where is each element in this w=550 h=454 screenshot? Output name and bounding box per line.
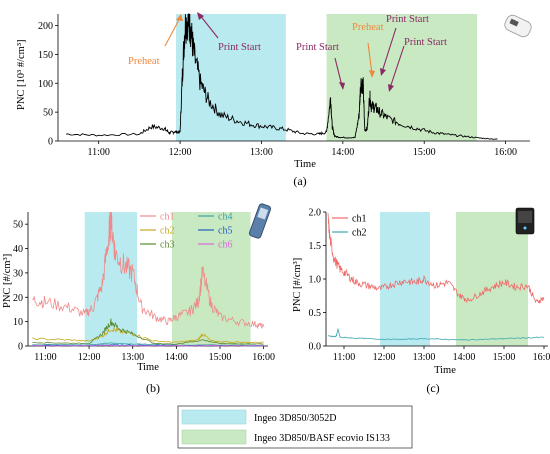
legend-label-ch4: ch4 <box>218 212 232 223</box>
x-tick-label: 11:00 <box>87 147 109 158</box>
band-c-0 <box>380 212 430 346</box>
y-tick-label: 1.0 <box>309 275 322 286</box>
y-axis-label-a: PNC [10³ #/cm³] <box>16 40 27 110</box>
band-a-1 <box>326 14 478 141</box>
legend-label-ch6: ch6 <box>218 240 232 251</box>
y-tick-label: 1.5 <box>309 241 322 252</box>
x-tick-label: 12:00 <box>169 147 192 158</box>
series-line-ch2 <box>327 328 545 341</box>
legend-swatch-blue <box>181 409 247 425</box>
series-line-ch1 <box>32 211 264 330</box>
chart-a: 0 50 100 150 200 11:00 12:00 13:00 14:00 15:00 16… <box>16 12 532 188</box>
y-tick-label: 0 <box>48 137 53 148</box>
particle-counter-icon <box>248 203 272 239</box>
bottom-legend: Ingeo 3D850/3052D Ingeo 3D850/BASF ecovi… <box>177 405 413 449</box>
caption-b: (b) <box>146 381 160 395</box>
annotation-print-start-4: Print Start <box>388 37 447 92</box>
y-tick-label: 50 <box>43 108 53 119</box>
caption-a: (a) <box>293 174 306 188</box>
x-tick-label: 15:00 <box>413 147 436 158</box>
x-tick-label: 12:00 <box>373 352 396 363</box>
series-line-ch2 <box>32 326 264 344</box>
y-tick-label: 150 <box>38 50 53 61</box>
tablet-monitor-icon <box>515 207 535 235</box>
y-tick-label: 0.0 <box>309 342 322 353</box>
legend-label-ch5: ch5 <box>218 226 232 237</box>
handheld-counter-icon <box>504 14 532 38</box>
x-axis-label-c: Time <box>434 365 456 376</box>
svg-text:Preheat: Preheat <box>128 56 160 67</box>
legend-label-ch3: ch3 <box>160 240 174 251</box>
legend-label-ch2: ch2 <box>352 228 366 239</box>
y-axis-label-c: PNC [#/cm³] <box>292 258 303 312</box>
x-tick-label: 11:00 <box>34 352 56 363</box>
caption-c: (c) <box>426 381 439 395</box>
y-tick-label: 2.0 <box>309 208 322 219</box>
x-tick-label: 13:00 <box>250 147 273 158</box>
band-c-1 <box>456 212 528 346</box>
series-line-ch3 <box>32 318 264 345</box>
annotation-preheat-1: Preheat <box>128 14 183 67</box>
legend-swatch-green <box>181 429 247 445</box>
y-tick-label: 0 <box>18 342 23 353</box>
y-tick-label: 30 <box>13 268 23 279</box>
annotation-print-start-1: Print Start <box>197 12 261 53</box>
x-tick-label: 16:00 <box>252 352 275 363</box>
svg-text:Print Start: Print Start <box>386 14 429 25</box>
x-tick-label: 16:00 <box>533 352 550 363</box>
svg-text:Print Start: Print Start <box>218 42 261 53</box>
y-tick-label: 10 <box>13 317 23 328</box>
legend-label-ch1: ch1 <box>352 214 366 225</box>
annotation-print-start-2: Print Start <box>296 42 345 90</box>
legend-label-ch2: ch2 <box>160 226 174 237</box>
series-line-ch1 <box>327 213 545 305</box>
band-b-1 <box>172 212 251 346</box>
series-line-ch6 <box>32 344 264 347</box>
x-tick-label: 15:00 <box>209 352 232 363</box>
y-tick-label: 0.5 <box>309 308 322 319</box>
chart-b: 0 10 20 30 40 50 11:00 12:00 13:00 14:00 15:00 16:… <box>2 203 275 395</box>
y-tick-label: 200 <box>38 21 53 32</box>
x-axis-label-a: Time <box>294 159 316 170</box>
chart-c: 0.0 0.5 1.0 1.5 2.0 11:00 12:00 13:00 14:00 15:0… <box>292 208 550 396</box>
x-tick-label: 11:00 <box>333 352 355 363</box>
x-tick-label: 13:00 <box>413 352 436 363</box>
y-axis-label-b: PNC [#/cm³] <box>2 254 13 308</box>
x-tick-label: 15:00 <box>493 352 516 363</box>
annotation-print-start-3: Print Start <box>380 14 429 76</box>
legend-label-ch1: ch1 <box>160 212 174 223</box>
annotation-preheat-2: Preheat <box>352 22 384 78</box>
legend-label-blue: Ingeo 3D850/3052D <box>254 413 337 424</box>
y-tick-label: 50 <box>13 220 23 231</box>
svg-text:Preheat: Preheat <box>352 22 384 33</box>
x-tick-label: 13:00 <box>121 352 144 363</box>
y-tick-label: 40 <box>13 244 23 255</box>
x-tick-label: 14:00 <box>165 352 188 363</box>
x-tick-label: 12:00 <box>78 352 101 363</box>
x-axis-label-b: Time <box>137 362 159 373</box>
x-tick-label: 16:00 <box>494 147 517 158</box>
y-tick-label: 20 <box>13 293 23 304</box>
x-tick-label: 14:00 <box>331 147 354 158</box>
svg-text:Print Start: Print Start <box>404 37 447 48</box>
legend-b: ch1 ch2 ch3 ch4 ch5 ch6 <box>140 212 232 251</box>
y-tick-label: 100 <box>38 79 53 90</box>
legend-label-green: Ingeo 3D850/BASF ecovio IS133 <box>254 433 390 444</box>
series-line-a <box>66 13 498 140</box>
svg-text:Print Start: Print Start <box>296 42 339 53</box>
x-tick-label: 14:00 <box>453 352 476 363</box>
